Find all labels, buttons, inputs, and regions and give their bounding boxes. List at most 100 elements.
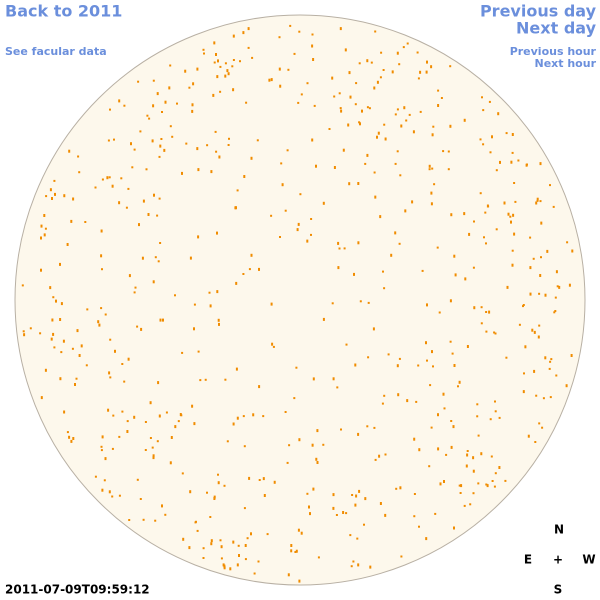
- facula: [536, 197, 539, 201]
- facula: [566, 241, 569, 244]
- facula: [533, 369, 536, 373]
- facula: [432, 365, 434, 368]
- facula: [440, 97, 443, 99]
- facula: [431, 350, 433, 354]
- facula: [217, 481, 220, 485]
- facula: [400, 555, 403, 558]
- facula: [158, 414, 161, 418]
- facula: [571, 249, 574, 253]
- facula: [366, 106, 369, 109]
- facula: [214, 130, 217, 133]
- facula: [457, 385, 459, 388]
- facula: [374, 458, 377, 461]
- facula: [380, 51, 383, 54]
- facula: [86, 308, 89, 311]
- facula: [152, 79, 155, 82]
- facula: [538, 292, 541, 295]
- facula: [348, 71, 351, 75]
- facula: [400, 124, 403, 128]
- previous-day-link[interactable]: Previous day: [480, 2, 597, 21]
- facula: [246, 537, 249, 540]
- facula: [383, 123, 386, 126]
- facula: [367, 356, 370, 359]
- previous-hour-link[interactable]: Previous hour: [510, 45, 597, 58]
- facula: [51, 318, 54, 322]
- facula: [536, 199, 539, 202]
- facula: [310, 218, 313, 220]
- facula: [44, 227, 47, 230]
- facula: [535, 201, 538, 205]
- facula: [59, 377, 62, 381]
- facula: [450, 213, 453, 217]
- facula: [395, 487, 398, 490]
- facula: [333, 95, 336, 98]
- facula: [357, 241, 360, 245]
- facula: [439, 482, 442, 486]
- facula: [161, 504, 163, 508]
- facula: [345, 512, 348, 515]
- facula: [243, 507, 246, 510]
- facula: [473, 306, 476, 310]
- next-hour-link[interactable]: Next hour: [535, 57, 597, 70]
- facula: [555, 374, 558, 377]
- facula: [253, 572, 256, 575]
- back-link[interactable]: Back to 2011: [5, 2, 122, 21]
- facula: [152, 280, 155, 284]
- facula: [449, 65, 452, 68]
- facula: [197, 350, 200, 353]
- facula: [458, 380, 461, 384]
- facula: [404, 209, 407, 213]
- facula: [70, 439, 73, 443]
- facula: [413, 437, 416, 441]
- facular-link[interactable]: See facular data: [5, 45, 107, 58]
- facula: [180, 414, 183, 417]
- facula: [182, 537, 185, 541]
- facula: [312, 58, 315, 61]
- facula: [332, 377, 335, 381]
- facula: [382, 69, 385, 71]
- facula: [363, 523, 365, 526]
- facula: [498, 466, 501, 469]
- facula: [510, 220, 512, 224]
- facula: [127, 357, 130, 361]
- facula: [312, 377, 315, 381]
- facula: [372, 327, 375, 331]
- facula: [156, 440, 159, 443]
- facula: [379, 502, 382, 505]
- facula: [485, 242, 487, 245]
- facula: [552, 205, 555, 208]
- facula: [349, 534, 352, 537]
- facula: [74, 383, 76, 386]
- facula: [354, 103, 357, 106]
- facula: [111, 495, 114, 498]
- facula: [114, 349, 116, 353]
- facula: [495, 228, 498, 231]
- facula: [489, 418, 492, 421]
- next-day-link[interactable]: Next day: [516, 19, 597, 38]
- facula: [232, 59, 235, 61]
- facula: [529, 266, 532, 270]
- facula: [181, 472, 184, 475]
- facula: [494, 332, 497, 335]
- facula: [266, 533, 269, 536]
- facula: [193, 303, 196, 306]
- facula: [317, 556, 320, 559]
- facula: [490, 455, 493, 458]
- facula: [425, 537, 428, 541]
- facula: [384, 453, 387, 456]
- facula: [311, 33, 314, 36]
- facula: [383, 394, 386, 397]
- facula: [141, 256, 144, 260]
- facula: [209, 304, 212, 308]
- facula: [226, 69, 229, 73]
- facula: [565, 384, 568, 388]
- facula: [113, 138, 115, 141]
- facula: [94, 475, 97, 478]
- facula: [337, 241, 340, 245]
- facula: [451, 352, 454, 355]
- facula: [273, 480, 276, 484]
- facula: [417, 77, 420, 80]
- facula: [394, 113, 397, 116]
- facula: [288, 444, 291, 447]
- facula: [316, 461, 319, 464]
